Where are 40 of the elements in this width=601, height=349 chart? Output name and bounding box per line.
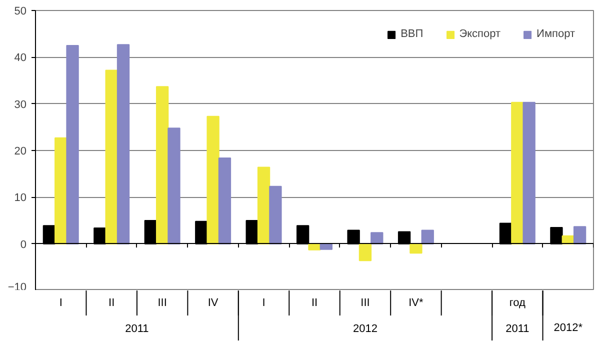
text: 2012* <box>554 322 584 334</box>
x-tick-label: год <box>509 297 526 309</box>
x-tick-label: I <box>262 297 266 309</box>
x-tick-label: II <box>311 297 318 309</box>
y-tick-label: 40 <box>14 52 27 64</box>
bar <box>421 230 434 244</box>
bar <box>66 45 79 244</box>
text: 2011 <box>506 323 530 335</box>
x-tick-label: III <box>158 297 167 309</box>
legend-label: Экспорт <box>459 28 501 40</box>
y-tick-label: 50 <box>14 6 27 18</box>
x-tick-label: IV* <box>408 297 424 309</box>
x-tick-label: III <box>360 297 370 309</box>
bar <box>358 243 372 262</box>
x-tick-label: II <box>108 297 115 309</box>
bar <box>156 86 169 244</box>
y-tick-label: 30 <box>14 98 27 111</box>
legend-label: Импорт <box>536 28 575 40</box>
y-tick-label: 10 <box>14 192 27 204</box>
bar <box>105 70 118 244</box>
bar <box>168 128 180 244</box>
y-tick-label: 0 <box>20 238 27 251</box>
bar <box>54 137 68 244</box>
bar <box>522 102 536 244</box>
bar <box>320 243 332 250</box>
text: 2011 <box>125 323 149 335</box>
text: 2012 <box>352 323 378 335</box>
bar <box>410 243 422 254</box>
x-tick-label: I <box>59 297 62 309</box>
bar <box>370 232 384 244</box>
bar <box>269 186 282 244</box>
bar <box>206 116 220 244</box>
y-tick-label: 20 <box>14 146 27 158</box>
bar <box>257 166 270 244</box>
bar <box>573 226 586 244</box>
x-tick-label: IV <box>208 297 219 309</box>
bar <box>116 44 130 244</box>
bar <box>511 102 524 244</box>
legend-label: ВВП <box>400 28 424 40</box>
bar <box>218 157 232 244</box>
